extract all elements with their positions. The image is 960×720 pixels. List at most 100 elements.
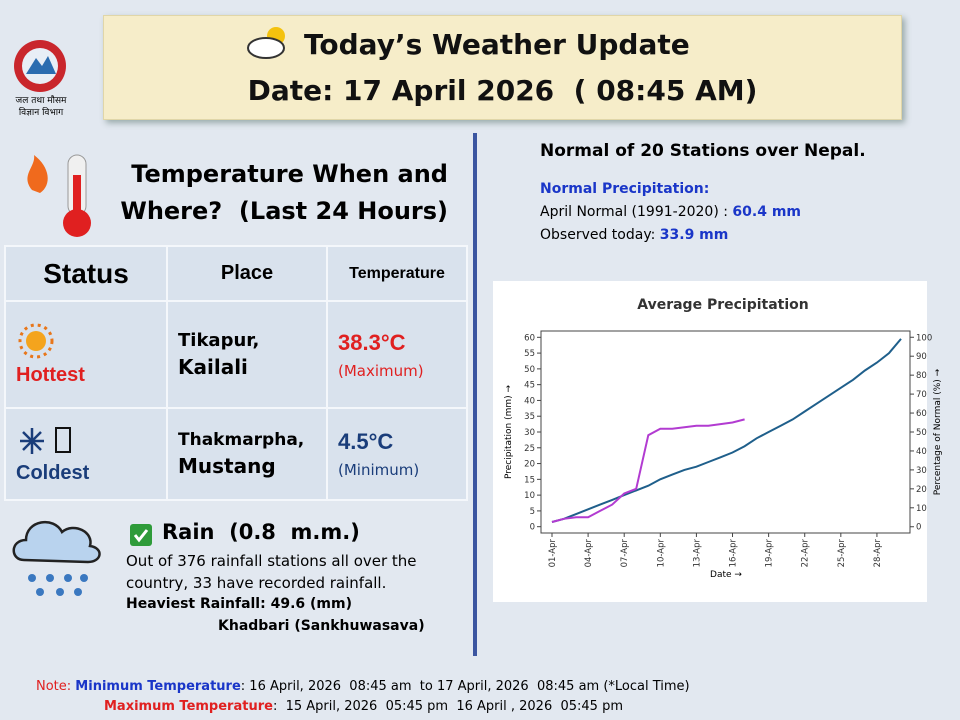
temp-cell: 38.3°C (Maximum) <box>326 300 468 409</box>
district: Kailali <box>178 355 248 379</box>
logo-line: विज्ञान विभाग <box>18 108 64 118</box>
check-icon <box>130 524 152 546</box>
x-tick-label: 28-Apr <box>873 538 883 567</box>
chart-background <box>493 281 927 602</box>
x-tick-label: 16-Apr <box>729 538 739 567</box>
temperature-table: Status Place Temperature Hottest Tikapur, K… <box>4 245 468 501</box>
april-normal: April Normal (1991-2020) : 60.4 mm <box>540 204 801 220</box>
y-tick-label: 45 <box>524 381 535 391</box>
y2-tick-label: 70 <box>916 390 927 400</box>
status: Hottest <box>16 364 85 386</box>
heaviest-rainfall: Heaviest Rainfall: 49.6 (mm) <box>126 596 352 612</box>
observed-today: Observed today: 33.9 mm <box>540 227 728 243</box>
logo-text: जल तथा मौसम विज्ञान विभाग <box>2 95 80 119</box>
temperature-heading: Temperature When and Where? (Last 24 Hour… <box>118 156 448 230</box>
temp-cell: 4.5°C (Minimum) <box>326 407 468 501</box>
y2-tick-label: 60 <box>916 409 927 419</box>
y2-tick-label: 50 <box>916 428 927 438</box>
y2-tick-label: 30 <box>916 466 927 476</box>
note-text: : 16 April, 2026 08:45 am to 17 April, 2… <box>240 679 690 694</box>
y2-tick-label: 20 <box>916 485 927 495</box>
weather-icon <box>247 27 285 59</box>
heading-line: Where? (Last 24 Hours) <box>120 197 448 225</box>
x-tick-label: 10-Apr <box>656 538 666 567</box>
x-axis-title: Date → <box>710 570 742 580</box>
place: Thakmarpha, <box>178 430 305 450</box>
y2-tick-label: 90 <box>916 352 927 362</box>
y-tick-label: 15 <box>524 475 535 485</box>
y2-axis-title: Percentage of Normal (%) → <box>933 368 943 495</box>
place-cell: Tikapur, Kailali <box>166 300 328 409</box>
value: 60.4 mm <box>732 204 801 220</box>
y-tick-label: 0 <box>530 523 535 533</box>
status: Coldest <box>16 461 90 484</box>
thermometer-icon <box>27 154 91 237</box>
value: 33.9 mm <box>659 227 729 243</box>
temperature: 38.3°C <box>338 329 406 355</box>
x-tick-label: 04-Apr <box>584 538 594 567</box>
line-series <box>551 338 902 523</box>
x-tick-label: 22-Apr <box>801 538 811 567</box>
status-cell: Hottest <box>4 300 168 409</box>
rain-title: Rain (0.8 m.m.) <box>162 520 360 544</box>
title: Today’s Weather Update <box>304 28 690 61</box>
y-tick-label: 50 <box>524 365 535 375</box>
y2-tick-label: 80 <box>916 371 927 381</box>
date: Date: 17 April 2026 ( 08:45 AM) <box>247 74 758 107</box>
place: Tikapur, <box>178 330 260 351</box>
temp-type: (Minimum) <box>338 461 420 479</box>
line-series <box>551 418 745 523</box>
rain-icon <box>12 520 101 596</box>
temp-type: (Maximum) <box>338 361 424 380</box>
y-tick-label: 10 <box>524 491 535 501</box>
header: Today’s Weather Update Date: 17 April 20… <box>103 15 902 120</box>
x-tick-label: 25-Apr <box>837 538 847 567</box>
status-cell: Coldest <box>4 407 168 501</box>
y2-tick-label: 0 <box>916 523 921 533</box>
note-label: Minimum Temperature <box>75 679 241 694</box>
logo <box>14 40 66 92</box>
sun-icon <box>18 323 54 359</box>
chart: Average Precipitation Date → Precipitation… <box>504 297 943 580</box>
note-prefix: Note: <box>36 679 76 694</box>
plot-frame <box>540 330 911 534</box>
y-tick-label: 60 <box>524 333 535 343</box>
x-tick-label: 13-Apr <box>692 538 702 567</box>
y-tick-label: 25 <box>524 444 535 454</box>
y-tick-label: 5 <box>530 507 535 517</box>
x-tick-label: 19-Apr <box>765 538 775 567</box>
y-tick-label: 30 <box>524 428 535 438</box>
divider <box>473 133 477 656</box>
y-tick-label: 35 <box>524 412 535 422</box>
note-min: Note: Minimum Temperature: 16 April, 202… <box>36 679 690 694</box>
rain-text: Out of 376 rainfall stations all over th… <box>126 552 417 592</box>
y2-tick-label: 10 <box>916 504 927 514</box>
y2-tick-label: 100 <box>916 333 932 343</box>
note-max: Maximum Temperature: 15 April, 2026 05:4… <box>104 699 623 714</box>
column-header: Temperature <box>326 245 468 302</box>
logo-line: जल तथा मौसम <box>15 96 67 106</box>
note-label: Maximum Temperature <box>104 699 273 714</box>
column-header: Place <box>166 245 328 302</box>
rain-location: Khadbari (Sankhuwasava) <box>218 618 425 634</box>
y-tick-label: 20 <box>524 460 535 470</box>
y-tick-label: 40 <box>524 396 535 406</box>
chart-title: Average Precipitation <box>637 297 809 313</box>
x-tick-label: 01-Apr <box>548 538 558 567</box>
y2-tick-label: 40 <box>916 447 927 457</box>
y-axis-title: Precipitation (mm) → <box>504 385 514 480</box>
column-header: Status <box>4 245 168 302</box>
x-tick-label: 07-Apr <box>620 538 630 567</box>
y-tick-label: 55 <box>524 349 535 359</box>
normal-title: Normal of 20 Stations over Nepal. <box>540 141 866 161</box>
label: April Normal (1991-2020) : <box>540 204 733 220</box>
place-cell: Thakmarpha, Mustang <box>166 407 328 501</box>
normal-subtitle: Normal Precipitation: <box>540 181 710 197</box>
temperature: 4.5°C <box>338 429 394 454</box>
district: Mustang <box>178 454 276 478</box>
snow-icon <box>20 426 71 454</box>
heading-line: Temperature When and <box>131 160 448 188</box>
label: Observed today: <box>540 227 660 243</box>
note-text: : 15 April, 2026 05:45 pm 16 April , 202… <box>272 699 624 714</box>
